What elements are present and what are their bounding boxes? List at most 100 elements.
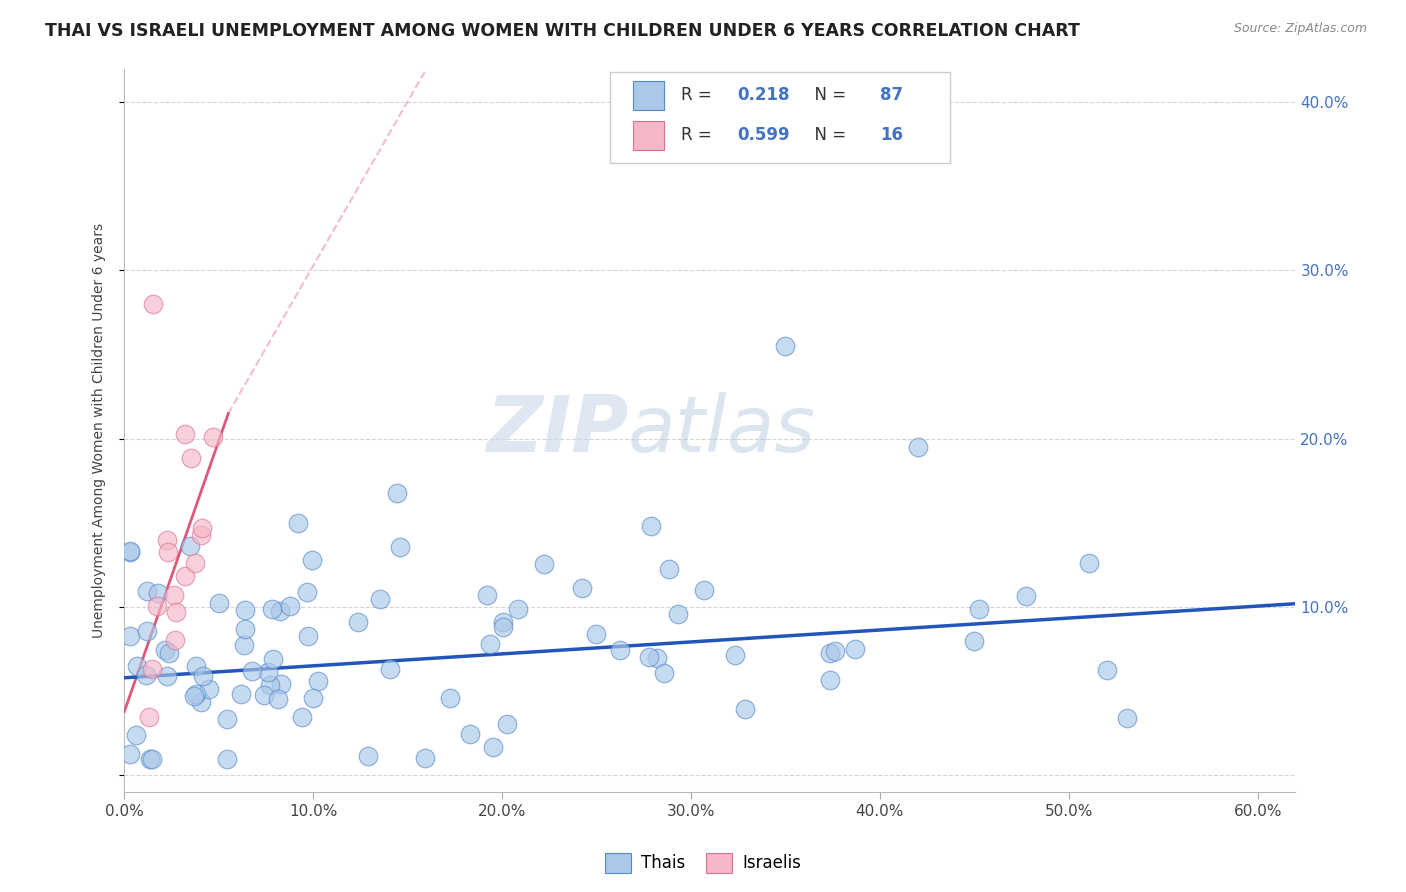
Point <box>723 648 745 663</box>
Point <box>229 687 252 701</box>
Point <box>141 751 163 765</box>
Point <box>184 556 207 570</box>
Text: R =: R = <box>681 127 717 145</box>
Point <box>156 668 179 682</box>
Point <box>198 682 221 697</box>
Point <box>658 562 681 576</box>
Point <box>458 727 481 741</box>
Point <box>201 430 224 444</box>
Point <box>482 740 505 755</box>
Point <box>156 533 179 547</box>
Point <box>141 662 163 676</box>
Point <box>184 659 207 673</box>
Text: Source: ZipAtlas.com: Source: ZipAtlas.com <box>1233 22 1367 36</box>
Point <box>301 552 323 566</box>
Point <box>533 557 555 571</box>
Point <box>173 569 195 583</box>
Point <box>184 687 207 701</box>
Point <box>145 599 167 613</box>
Point <box>180 450 202 465</box>
Point <box>477 588 499 602</box>
FancyBboxPatch shape <box>633 120 664 150</box>
Point <box>1116 711 1139 725</box>
Point <box>135 624 157 639</box>
Point <box>191 668 214 682</box>
Point <box>492 620 515 634</box>
Text: atlas: atlas <box>628 392 815 468</box>
Point <box>385 486 408 500</box>
Point <box>1015 589 1038 603</box>
Point <box>287 516 309 530</box>
Point <box>478 637 501 651</box>
Point <box>824 643 846 657</box>
Point <box>262 652 284 666</box>
Point <box>439 691 461 706</box>
Point <box>1095 663 1118 677</box>
Point <box>156 545 179 559</box>
Point <box>652 665 675 680</box>
Point <box>256 665 278 679</box>
Point <box>259 678 281 692</box>
Text: THAI VS ISRAELI UNEMPLOYMENT AMONG WOMEN WITH CHILDREN UNDER 6 YEARS CORRELATION: THAI VS ISRAELI UNEMPLOYMENT AMONG WOMEN… <box>45 22 1080 40</box>
Point <box>844 642 866 657</box>
Point <box>118 543 141 558</box>
Text: 0.599: 0.599 <box>737 127 790 145</box>
Point <box>389 541 412 555</box>
Text: N =: N = <box>804 127 851 145</box>
Point <box>907 440 929 454</box>
Point <box>153 643 176 657</box>
Point <box>135 667 157 681</box>
Point <box>163 588 186 602</box>
Point <box>118 630 141 644</box>
Point <box>138 710 160 724</box>
Point <box>693 583 716 598</box>
Point <box>301 691 323 706</box>
Point <box>127 659 149 673</box>
Point <box>142 297 165 311</box>
Point <box>495 717 517 731</box>
Point <box>571 581 593 595</box>
Point <box>818 646 841 660</box>
FancyBboxPatch shape <box>610 72 950 162</box>
Point <box>157 646 180 660</box>
Point <box>125 727 148 741</box>
Point <box>357 748 380 763</box>
Text: ZIP: ZIP <box>485 392 628 468</box>
Point <box>190 528 212 542</box>
Point <box>165 605 187 619</box>
Point <box>174 426 197 441</box>
Point <box>233 622 256 636</box>
Text: N =: N = <box>804 87 851 104</box>
Point <box>191 521 214 535</box>
Point <box>967 602 990 616</box>
Point <box>346 615 368 629</box>
Point <box>208 597 231 611</box>
Point <box>139 751 162 765</box>
Point <box>291 710 314 724</box>
Point <box>183 689 205 703</box>
Y-axis label: Unemployment Among Women with Children Under 6 years: Unemployment Among Women with Children U… <box>93 223 107 638</box>
Point <box>775 339 797 353</box>
Point <box>609 643 631 657</box>
Point <box>118 545 141 559</box>
Legend: Thais, Israelis: Thais, Israelis <box>598 847 808 880</box>
Point <box>190 695 212 709</box>
Text: 87: 87 <box>880 87 903 104</box>
Point <box>217 751 239 765</box>
Point <box>260 602 283 616</box>
Point <box>508 602 530 616</box>
Point <box>307 674 329 689</box>
Point <box>179 539 201 553</box>
Point <box>235 603 257 617</box>
Point <box>278 599 301 613</box>
Point <box>378 662 401 676</box>
Point <box>368 591 391 606</box>
Text: R =: R = <box>681 87 717 104</box>
Point <box>120 747 142 761</box>
Text: 0.218: 0.218 <box>737 87 789 104</box>
Point <box>645 651 668 665</box>
Point <box>242 664 264 678</box>
Point <box>253 688 276 702</box>
Point <box>585 627 607 641</box>
Point <box>215 712 238 726</box>
